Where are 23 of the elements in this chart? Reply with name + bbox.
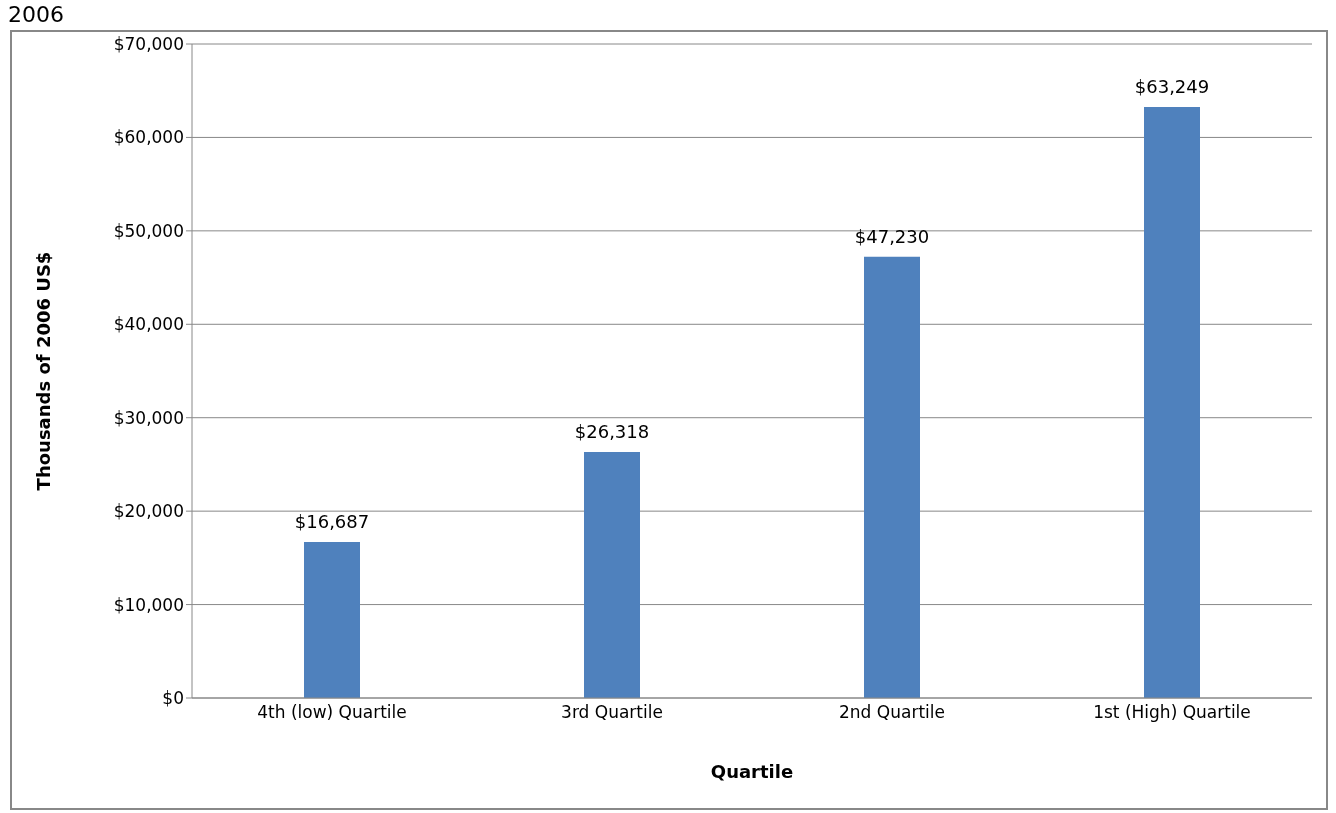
- y-tick-label: $70,000: [113, 34, 184, 55]
- x-axis-title: Quartile: [710, 761, 794, 782]
- y-tick-label: $20,000: [113, 501, 184, 522]
- x-tick-label: 3rd Quartile: [561, 702, 663, 723]
- bar: [1144, 107, 1200, 698]
- data-label: $47,230: [854, 225, 930, 247]
- y-tick-label: $0: [162, 688, 184, 709]
- y-tick-label: $60,000: [113, 127, 184, 148]
- x-tick-label: 1st (High) Quartile: [1093, 702, 1251, 723]
- x-tick-label: 4th (low) Quartile: [257, 702, 407, 723]
- bar: [584, 452, 640, 698]
- data-label: $16,687: [294, 511, 370, 533]
- bar: [304, 542, 360, 698]
- chart-title: 2006: [8, 2, 64, 27]
- y-tick-label: $50,000: [113, 220, 184, 241]
- data-label: $26,318: [574, 421, 650, 443]
- y-tick-label: $10,000: [113, 594, 184, 615]
- y-axis-title: Thousands of 2006 US$: [33, 251, 55, 491]
- x-tick-label: 2nd Quartile: [839, 702, 945, 723]
- bar: [864, 256, 920, 698]
- y-tick-label: $30,000: [113, 407, 184, 428]
- data-label: $63,249: [1134, 76, 1210, 98]
- y-tick-label: $40,000: [113, 314, 184, 335]
